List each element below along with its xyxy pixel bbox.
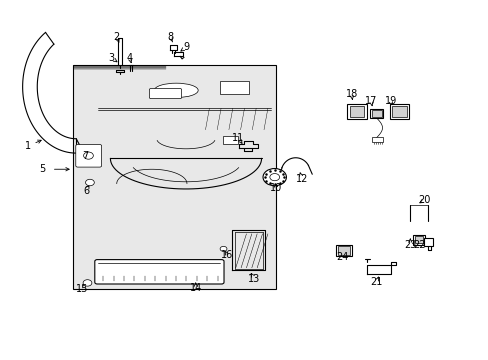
Circle shape: [85, 179, 94, 186]
Text: 16: 16: [221, 250, 233, 260]
Text: 5: 5: [40, 164, 46, 174]
Bar: [222, 136, 238, 144]
Bar: [220, 81, 249, 94]
Text: 3: 3: [109, 53, 115, 63]
Bar: [371, 137, 382, 142]
Text: 15: 15: [76, 284, 89, 294]
Bar: [414, 235, 423, 243]
Text: 4: 4: [126, 53, 133, 63]
Text: 23: 23: [403, 239, 416, 249]
Text: 17: 17: [365, 96, 377, 106]
Text: 1: 1: [25, 141, 32, 151]
Text: 24: 24: [335, 252, 347, 262]
Text: 18: 18: [345, 89, 357, 99]
Text: 10: 10: [269, 183, 282, 193]
Text: 2: 2: [113, 32, 120, 41]
Bar: [389, 104, 408, 119]
Circle shape: [83, 152, 93, 159]
Bar: [423, 238, 432, 246]
Circle shape: [220, 246, 226, 251]
FancyBboxPatch shape: [76, 144, 102, 167]
Text: 7: 7: [82, 150, 88, 161]
Bar: [335, 244, 351, 256]
Text: 14: 14: [189, 283, 202, 293]
Bar: [337, 246, 349, 255]
Text: 13: 13: [247, 274, 260, 284]
Bar: [412, 234, 424, 244]
Bar: [346, 104, 366, 119]
Text: 11: 11: [232, 133, 244, 143]
FancyBboxPatch shape: [95, 260, 224, 284]
Ellipse shape: [154, 83, 198, 98]
Bar: [371, 110, 381, 117]
Text: 19: 19: [384, 96, 396, 106]
Text: 9: 9: [183, 42, 189, 52]
Text: 21: 21: [369, 277, 382, 287]
Bar: [391, 106, 406, 117]
Text: 8: 8: [167, 32, 173, 42]
Text: 22: 22: [412, 239, 425, 249]
Bar: [349, 106, 364, 117]
Bar: [369, 109, 382, 118]
Bar: [73, 65, 166, 69]
Circle shape: [269, 174, 279, 181]
Text: 6: 6: [83, 186, 89, 196]
Text: 12: 12: [295, 174, 307, 184]
Text: 20: 20: [418, 195, 430, 205]
Circle shape: [83, 280, 92, 286]
FancyBboxPatch shape: [149, 89, 181, 99]
Circle shape: [263, 168, 286, 186]
Bar: [73, 65, 276, 289]
